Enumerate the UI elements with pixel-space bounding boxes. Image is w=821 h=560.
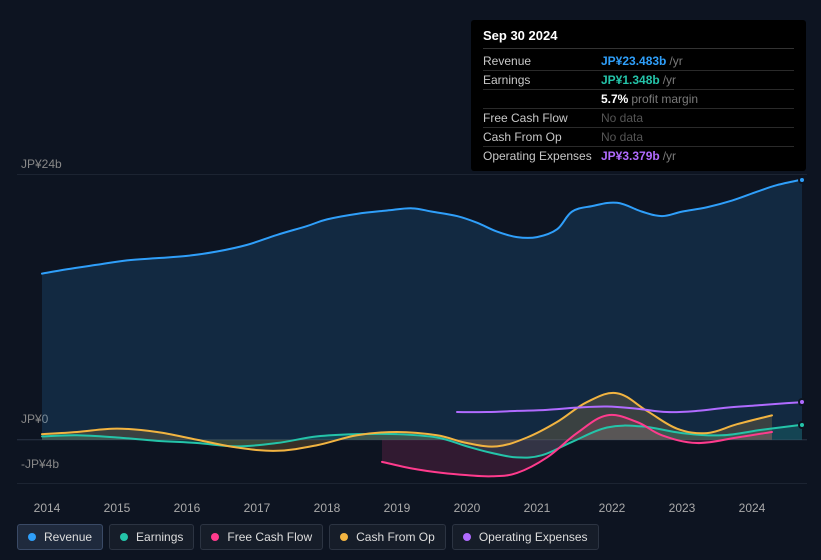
tooltip-row-label: Cash From Op bbox=[483, 130, 601, 144]
x-tick-label: 2023 bbox=[669, 501, 696, 515]
legend-item-opex[interactable]: Operating Expenses bbox=[452, 524, 599, 550]
tooltip-row-label: Revenue bbox=[483, 54, 601, 68]
chart-plot bbox=[17, 174, 807, 484]
x-tick-label: 2017 bbox=[244, 501, 271, 515]
tooltip-row-value: No data bbox=[601, 111, 794, 125]
x-tick-label: 2022 bbox=[599, 501, 626, 515]
x-tick-label: 2021 bbox=[524, 501, 551, 515]
legend-item-fcf[interactable]: Free Cash Flow bbox=[200, 524, 323, 550]
tooltip-row: Free Cash FlowNo data bbox=[483, 109, 794, 128]
tooltip-row-value: No data bbox=[601, 130, 794, 144]
tooltip-row: RevenueJP¥23.483b/yr bbox=[483, 52, 794, 71]
legend-dot-icon bbox=[211, 533, 219, 541]
tooltip-subrow: 5.7%profit margin bbox=[483, 90, 794, 109]
legend-item-label: Earnings bbox=[136, 530, 183, 544]
series-end-marker-revenue bbox=[798, 176, 806, 184]
legend-item-earnings[interactable]: Earnings bbox=[109, 524, 194, 550]
legend-item-cfo[interactable]: Cash From Op bbox=[329, 524, 446, 550]
chart-tooltip: Sep 30 2024 RevenueJP¥23.483b/yrEarnings… bbox=[471, 20, 806, 171]
tooltip-date: Sep 30 2024 bbox=[483, 28, 794, 49]
y-tick-label: JP¥24b bbox=[21, 157, 62, 171]
chart-area: JP¥24bJP¥0-JP¥4b 20142015201620172018201… bbox=[17, 160, 807, 510]
x-tick-label: 2020 bbox=[454, 501, 481, 515]
x-tick-label: 2018 bbox=[314, 501, 341, 515]
chart-legend: Revenue Earnings Free Cash Flow Cash From O… bbox=[17, 524, 599, 550]
legend-dot-icon bbox=[120, 533, 128, 541]
x-tick-label: 2024 bbox=[739, 501, 766, 515]
legend-item-label: Operating Expenses bbox=[479, 530, 588, 544]
tooltip-row: EarningsJP¥1.348b/yr bbox=[483, 71, 794, 90]
legend-dot-icon bbox=[28, 533, 36, 541]
x-tick-label: 2016 bbox=[174, 501, 201, 515]
tooltip-row-value: JP¥23.483b/yr bbox=[601, 54, 794, 68]
tooltip-row-value: JP¥3.379b/yr bbox=[601, 149, 794, 163]
x-tick-label: 2019 bbox=[384, 501, 411, 515]
tooltip-row-label: Free Cash Flow bbox=[483, 111, 601, 125]
series-area-revenue bbox=[42, 180, 802, 440]
legend-item-revenue[interactable]: Revenue bbox=[17, 524, 103, 550]
legend-dot-icon bbox=[463, 533, 471, 541]
x-tick-label: 2015 bbox=[104, 501, 131, 515]
tooltip-row: Operating ExpensesJP¥3.379b/yr bbox=[483, 147, 794, 165]
legend-item-label: Free Cash Flow bbox=[227, 530, 312, 544]
tooltip-row-label: Earnings bbox=[483, 73, 601, 87]
tooltip-row-label: Operating Expenses bbox=[483, 149, 601, 163]
legend-dot-icon bbox=[340, 533, 348, 541]
tooltip-row: Cash From OpNo data bbox=[483, 128, 794, 147]
series-end-marker-opex bbox=[798, 398, 806, 406]
legend-item-label: Cash From Op bbox=[356, 530, 435, 544]
tooltip-row-value: JP¥1.348b/yr bbox=[601, 73, 794, 87]
x-tick-label: 2014 bbox=[34, 501, 61, 515]
series-end-marker-earnings bbox=[798, 421, 806, 429]
legend-item-label: Revenue bbox=[44, 530, 92, 544]
